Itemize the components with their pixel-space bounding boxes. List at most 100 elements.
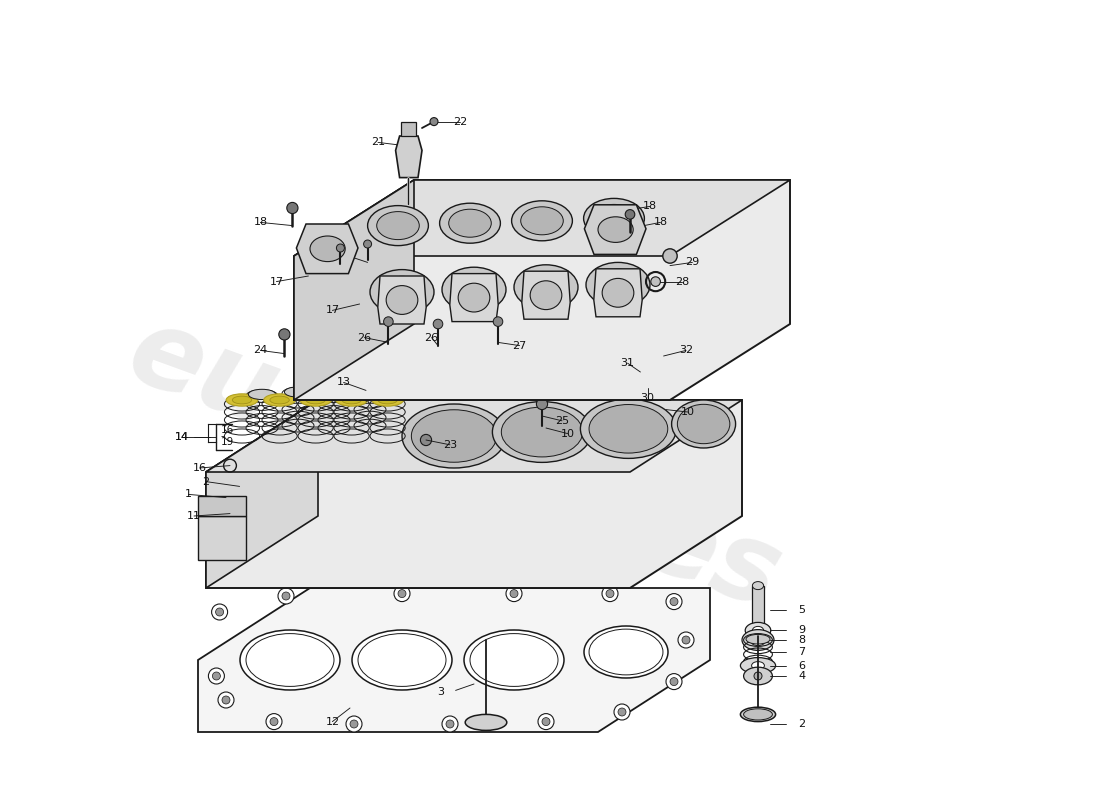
Circle shape xyxy=(222,696,230,704)
Ellipse shape xyxy=(379,276,425,308)
Text: 4: 4 xyxy=(798,671,805,681)
Ellipse shape xyxy=(742,630,774,650)
Polygon shape xyxy=(521,271,570,319)
Ellipse shape xyxy=(746,634,770,644)
Polygon shape xyxy=(594,269,642,317)
Ellipse shape xyxy=(285,387,311,397)
Circle shape xyxy=(218,692,234,708)
Ellipse shape xyxy=(449,210,492,238)
Circle shape xyxy=(625,210,635,219)
Text: 24: 24 xyxy=(253,346,267,355)
Polygon shape xyxy=(198,516,246,560)
Circle shape xyxy=(442,716,458,732)
Circle shape xyxy=(663,249,678,263)
Text: 19: 19 xyxy=(220,437,233,446)
Ellipse shape xyxy=(306,396,326,404)
Text: 25: 25 xyxy=(554,416,569,426)
Circle shape xyxy=(394,586,410,602)
Ellipse shape xyxy=(336,394,367,406)
Polygon shape xyxy=(206,400,742,472)
Text: 18: 18 xyxy=(253,218,267,227)
Text: 12: 12 xyxy=(326,717,340,726)
Circle shape xyxy=(364,240,372,248)
Polygon shape xyxy=(396,136,422,178)
Text: 29: 29 xyxy=(685,258,700,267)
Text: 16: 16 xyxy=(192,463,207,473)
Ellipse shape xyxy=(751,662,764,670)
Circle shape xyxy=(538,714,554,730)
Text: 28: 28 xyxy=(675,277,689,286)
Ellipse shape xyxy=(270,396,289,404)
Text: 22: 22 xyxy=(453,117,468,126)
Text: 14: 14 xyxy=(175,432,189,442)
Circle shape xyxy=(506,586,522,602)
Ellipse shape xyxy=(752,626,763,634)
Text: 27: 27 xyxy=(513,341,527,350)
Ellipse shape xyxy=(524,271,569,303)
Ellipse shape xyxy=(440,203,500,243)
Text: 16: 16 xyxy=(220,426,233,435)
Ellipse shape xyxy=(530,281,562,310)
Polygon shape xyxy=(294,180,414,400)
Ellipse shape xyxy=(442,267,506,312)
Ellipse shape xyxy=(514,265,578,310)
Circle shape xyxy=(618,708,626,716)
Ellipse shape xyxy=(584,198,645,238)
Ellipse shape xyxy=(386,286,418,314)
Ellipse shape xyxy=(470,634,558,686)
Text: 10: 10 xyxy=(561,429,574,438)
Circle shape xyxy=(670,598,678,606)
Circle shape xyxy=(430,118,438,126)
Ellipse shape xyxy=(372,394,404,406)
Text: 1: 1 xyxy=(185,490,191,499)
Ellipse shape xyxy=(512,201,572,241)
Circle shape xyxy=(614,704,630,720)
Ellipse shape xyxy=(672,400,736,448)
Ellipse shape xyxy=(264,394,296,406)
Circle shape xyxy=(337,244,344,252)
Ellipse shape xyxy=(593,204,636,233)
Text: 5: 5 xyxy=(798,605,805,614)
Circle shape xyxy=(270,718,278,726)
Text: 8: 8 xyxy=(798,635,805,645)
Text: 21: 21 xyxy=(371,138,385,147)
Polygon shape xyxy=(198,588,710,732)
Polygon shape xyxy=(294,180,790,256)
Circle shape xyxy=(754,672,762,680)
Text: 30: 30 xyxy=(640,394,654,403)
Ellipse shape xyxy=(752,630,763,638)
Ellipse shape xyxy=(586,262,650,307)
Circle shape xyxy=(666,594,682,610)
Circle shape xyxy=(493,317,503,326)
Circle shape xyxy=(350,720,358,728)
Bar xyxy=(752,586,763,634)
Text: 19: 19 xyxy=(309,258,323,267)
Ellipse shape xyxy=(744,709,772,720)
Circle shape xyxy=(346,716,362,732)
Circle shape xyxy=(278,329,290,340)
Ellipse shape xyxy=(310,236,345,262)
Ellipse shape xyxy=(356,387,384,397)
Ellipse shape xyxy=(584,626,668,678)
Circle shape xyxy=(542,718,550,726)
Polygon shape xyxy=(296,224,358,274)
Circle shape xyxy=(602,586,618,602)
Text: 9: 9 xyxy=(798,626,805,635)
Ellipse shape xyxy=(227,394,257,406)
Ellipse shape xyxy=(581,399,676,458)
Ellipse shape xyxy=(376,212,419,240)
Ellipse shape xyxy=(367,206,428,246)
Circle shape xyxy=(666,674,682,690)
Ellipse shape xyxy=(588,629,663,675)
Text: 3: 3 xyxy=(438,687,444,697)
Ellipse shape xyxy=(464,630,564,690)
Ellipse shape xyxy=(602,278,634,307)
Polygon shape xyxy=(377,276,426,324)
Circle shape xyxy=(287,202,298,214)
Ellipse shape xyxy=(502,407,583,457)
Circle shape xyxy=(510,590,518,598)
Circle shape xyxy=(211,604,228,620)
Text: 13: 13 xyxy=(337,378,351,387)
Text: -: - xyxy=(220,431,224,441)
Ellipse shape xyxy=(249,390,276,399)
